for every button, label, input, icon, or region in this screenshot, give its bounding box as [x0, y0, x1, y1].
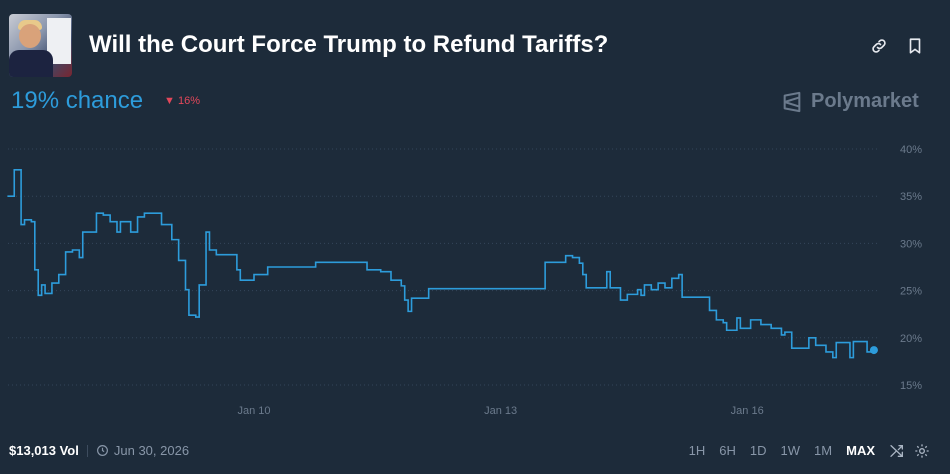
y-tick-label: 30% — [900, 238, 922, 250]
x-tick-label: Jan 10 — [237, 405, 270, 417]
current-point-marker — [869, 346, 878, 355]
x-tick-label: Jan 13 — [484, 405, 517, 417]
y-tick-label: 20% — [900, 333, 922, 345]
polymarket-logo-icon — [783, 91, 801, 112]
market-title: Will the Court Force Trump to Refund Tar… — [89, 31, 609, 58]
range-6h[interactable]: 6H — [719, 443, 736, 458]
volume: $13,013 Vol — [9, 443, 79, 458]
y-tick-label: 40% — [900, 144, 922, 156]
price-line — [7, 168, 875, 359]
x-tick-label: Jan 16 — [731, 405, 764, 417]
y-tick-label: 15% — [900, 380, 922, 392]
clock-icon — [96, 445, 108, 456]
range-1d[interactable]: 1D — [749, 443, 767, 458]
delta-value: 16% — [177, 95, 200, 107]
end-date: Jun 30, 2026 — [96, 443, 189, 458]
bookmark-icon[interactable] — [906, 37, 924, 55]
market-footer: $13,013 Vol Jun 30, 2026 — [9, 443, 189, 458]
polymarket-logo: Polymarket — [781, 90, 919, 113]
range-1m[interactable]: 1M — [814, 443, 833, 458]
range-1h[interactable]: 1H — [688, 443, 706, 458]
settings-gear-icon[interactable] — [914, 443, 930, 459]
divider — [86, 444, 88, 457]
y-tick-label: 35% — [900, 191, 922, 203]
range-1w[interactable]: 1W — [780, 443, 801, 458]
range-max[interactable]: MAX — [846, 443, 875, 458]
chance-value: 19% chance — [11, 87, 144, 114]
link-icon[interactable] — [870, 37, 888, 55]
market-thumbnail — [9, 14, 72, 77]
shuffle-icon[interactable] — [889, 443, 905, 459]
y-tick-label: 25% — [900, 286, 922, 298]
chance-delta: ▼ 16% — [164, 95, 200, 107]
time-range-selector: 1H 6H 1D 1W 1M MAX — [689, 443, 875, 458]
down-triangle-icon: ▼ — [164, 95, 175, 107]
